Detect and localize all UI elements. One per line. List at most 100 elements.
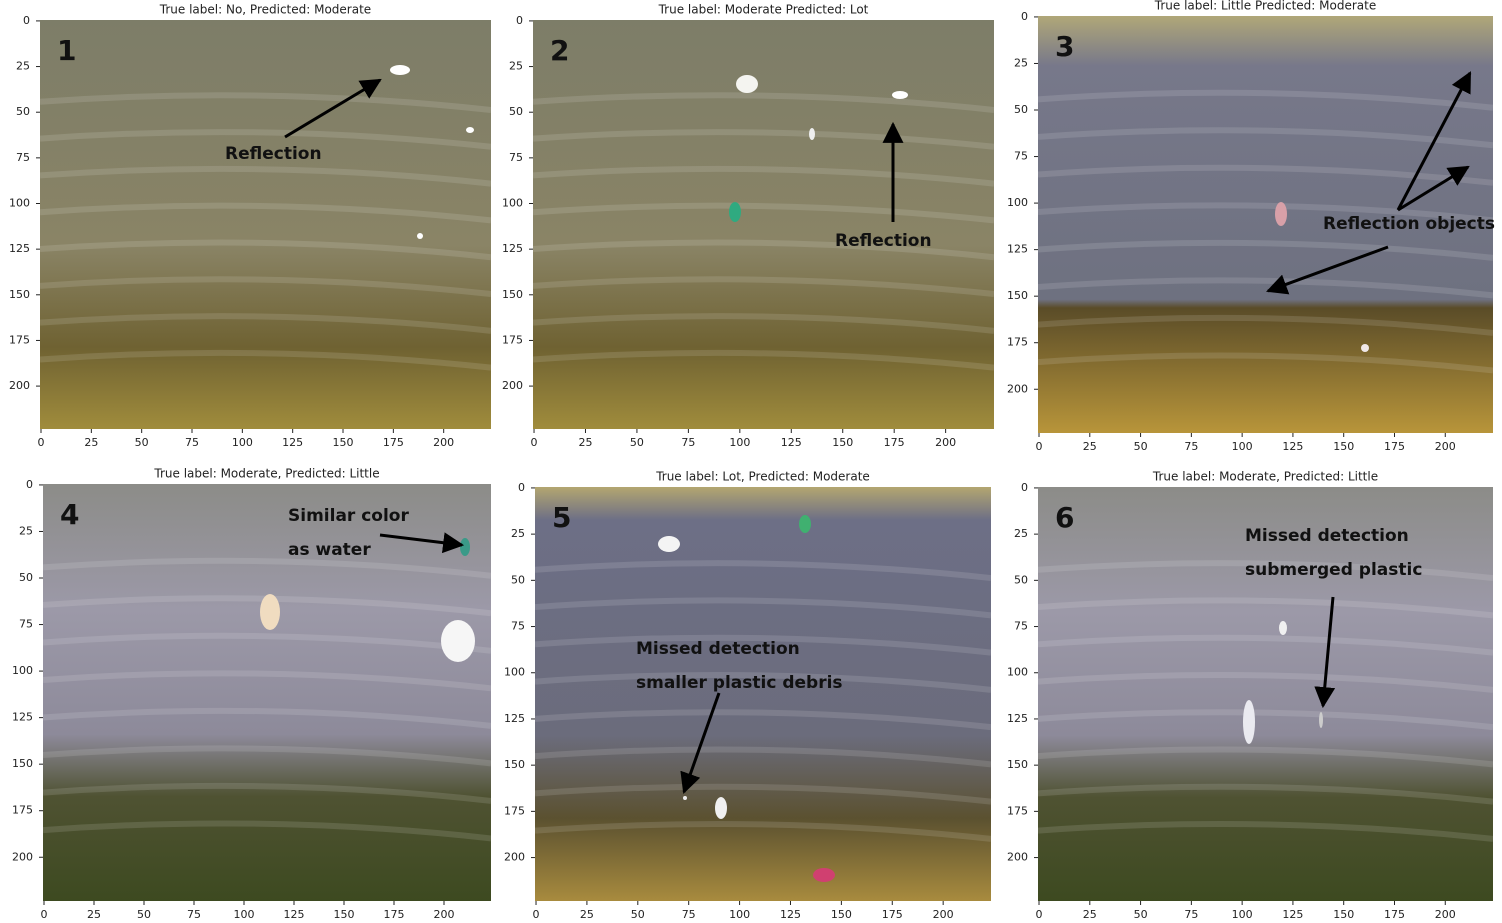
x-tick-label: 100 xyxy=(729,436,750,449)
x-tick-label: 150 xyxy=(1333,440,1354,453)
x-tick-label: 150 xyxy=(333,436,354,449)
x-tick-label: 25 xyxy=(1083,440,1097,453)
x-tick-label: 50 xyxy=(137,908,151,921)
debris xyxy=(892,91,908,99)
debris xyxy=(466,127,474,133)
debris xyxy=(729,202,741,222)
debris xyxy=(715,797,727,819)
x-tick-label: 50 xyxy=(631,908,645,921)
y-tick-label: 175 xyxy=(1007,336,1028,349)
y-tick-label: 100 xyxy=(502,197,523,210)
image xyxy=(1038,487,1493,901)
y-tick-label: 200 xyxy=(502,379,523,392)
y-tick-label: 175 xyxy=(504,804,525,817)
panel-number: 6 xyxy=(1055,501,1074,534)
y-tick-label: 150 xyxy=(9,288,30,301)
x-tick-label: 175 xyxy=(1384,440,1405,453)
x-tick-label: 200 xyxy=(935,436,956,449)
y-tick-label: 150 xyxy=(504,758,525,771)
y-tick-label: 0 xyxy=(516,14,523,27)
y-tick-label: 50 xyxy=(1014,573,1028,586)
y-tick-label: 100 xyxy=(1007,666,1028,679)
y-tick-label: 200 xyxy=(1007,851,1028,864)
figure: True label: No, Predicted: Moderate10255… xyxy=(0,0,1502,923)
panel-number: 2 xyxy=(550,34,569,67)
y-tick-label: 200 xyxy=(12,850,33,863)
y-tick-label: 200 xyxy=(504,851,525,864)
panel-title: True label: Moderate Predicted: Lot xyxy=(658,3,869,17)
x-tick-label: 75 xyxy=(185,436,199,449)
x-tick-label: 100 xyxy=(729,908,750,921)
y-tick-label: 75 xyxy=(509,151,523,164)
y-tick-label: 150 xyxy=(1007,758,1028,771)
x-tick-label: 175 xyxy=(1384,908,1405,921)
debris xyxy=(1361,344,1369,352)
y-tick-label: 75 xyxy=(1014,150,1028,163)
y-tick-label: 200 xyxy=(9,379,30,392)
annotation: Reflection xyxy=(835,231,932,251)
debris xyxy=(1279,621,1287,635)
x-tick-label: 75 xyxy=(187,908,201,921)
x-tick-label: 0 xyxy=(41,908,48,921)
y-tick-label: 175 xyxy=(12,804,33,817)
y-tick-label: 125 xyxy=(9,242,30,255)
y-tick-label: 50 xyxy=(19,571,33,584)
debris xyxy=(658,536,680,552)
y-tick-label: 50 xyxy=(1014,103,1028,116)
y-tick-label: 175 xyxy=(9,333,30,346)
debris xyxy=(1243,700,1255,744)
y-tick-label: 25 xyxy=(511,527,525,540)
annotation: Similar color xyxy=(288,506,409,526)
y-tick-label: 200 xyxy=(1007,382,1028,395)
x-tick-label: 0 xyxy=(38,436,45,449)
x-tick-label: 200 xyxy=(434,908,455,921)
y-tick-label: 25 xyxy=(509,60,523,73)
y-tick-label: 75 xyxy=(16,151,30,164)
x-tick-label: 200 xyxy=(433,436,454,449)
x-tick-label: 150 xyxy=(1333,908,1354,921)
y-tick-label: 100 xyxy=(504,666,525,679)
y-tick-label: 125 xyxy=(1007,712,1028,725)
x-tick-label: 200 xyxy=(933,908,954,921)
x-tick-label: 175 xyxy=(882,908,903,921)
image xyxy=(533,20,994,429)
x-tick-label: 25 xyxy=(84,436,98,449)
debris xyxy=(1319,712,1323,728)
y-tick-label: 50 xyxy=(509,105,523,118)
y-tick-label: 0 xyxy=(26,478,33,491)
panel-title: True label: Lot, Predicted: Moderate xyxy=(655,470,870,484)
x-tick-label: 25 xyxy=(87,908,101,921)
y-tick-label: 25 xyxy=(19,524,33,537)
debris xyxy=(809,128,815,140)
x-tick-label: 50 xyxy=(135,436,149,449)
y-tick-label: 125 xyxy=(12,711,33,724)
y-tick-label: 75 xyxy=(1014,620,1028,633)
x-tick-label: 50 xyxy=(1134,440,1148,453)
y-tick-label: 0 xyxy=(518,481,525,494)
panel-title: True label: No, Predicted: Moderate xyxy=(159,3,371,17)
debris xyxy=(683,796,687,800)
x-tick-label: 0 xyxy=(1036,908,1043,921)
x-tick-label: 75 xyxy=(1184,908,1198,921)
x-tick-label: 0 xyxy=(531,436,538,449)
debris xyxy=(813,868,835,882)
debris xyxy=(441,620,475,662)
x-tick-label: 0 xyxy=(1036,440,1043,453)
x-tick-label: 125 xyxy=(282,436,303,449)
x-tick-label: 100 xyxy=(1232,908,1253,921)
x-tick-label: 175 xyxy=(884,436,905,449)
y-tick-label: 75 xyxy=(19,618,33,631)
debris xyxy=(799,515,811,533)
y-tick-label: 25 xyxy=(1014,527,1028,540)
debris xyxy=(260,594,280,630)
image xyxy=(40,20,491,429)
y-tick-label: 100 xyxy=(9,197,30,210)
x-tick-label: 100 xyxy=(232,436,253,449)
y-tick-label: 25 xyxy=(1014,56,1028,69)
panel-title: True label: Moderate, Predicted: Little xyxy=(1152,470,1378,484)
annotation: as water xyxy=(288,540,371,560)
debris xyxy=(417,233,423,239)
image xyxy=(43,484,491,901)
x-tick-label: 150 xyxy=(831,908,852,921)
x-tick-label: 175 xyxy=(384,908,405,921)
